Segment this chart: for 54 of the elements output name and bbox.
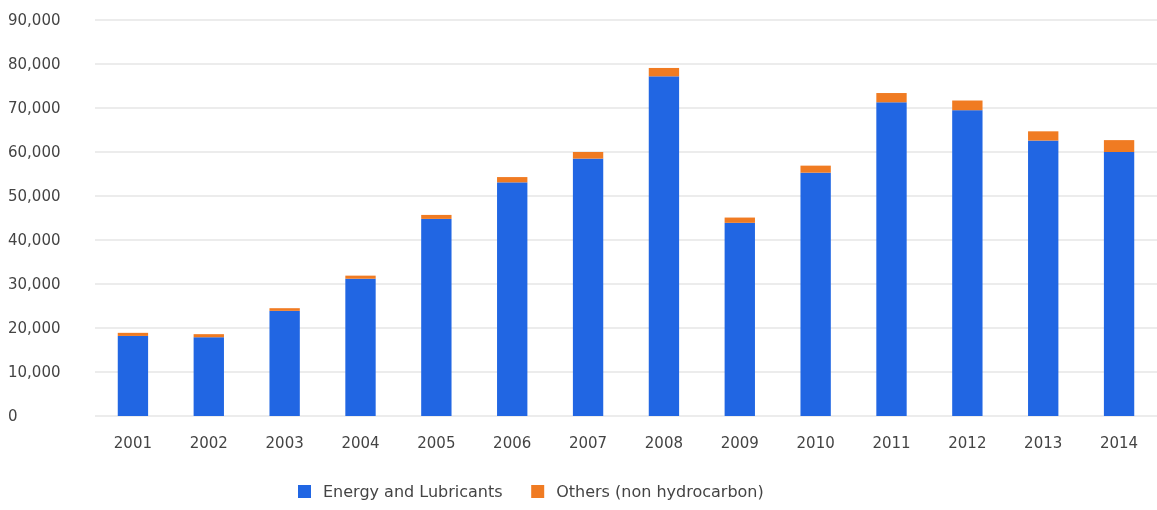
bar [421,218,452,416]
y-tick-label: 30,000 [8,275,61,294]
bar [572,158,604,416]
bar [876,102,907,416]
bar [800,172,831,416]
bar [193,337,224,416]
bar [269,310,300,416]
bar [572,152,604,159]
y-tick-label: 70,000 [8,99,61,118]
bar [497,182,528,416]
bar [269,308,300,311]
x-tick-label: 2010 [796,434,835,452]
legend-label: Others (non hydrocarbon) [556,482,764,501]
bar [648,67,680,77]
y-tick-label: 60,000 [8,143,61,162]
legend-label: Energy and Lubricants [323,482,503,501]
y-tick-label: 50,000 [8,187,61,206]
bar [648,76,680,416]
bar [345,275,376,279]
x-tick-label: 2011 [872,434,911,452]
x-tick-label: 2013 [1024,434,1063,452]
y-tick-label: 90,000 [8,11,61,30]
x-tick-label: 2012 [948,434,987,452]
bar [876,93,907,103]
x-tick-label: 2001 [113,434,153,452]
bar [1103,152,1135,416]
bar [952,110,983,416]
x-tick-label: 2014 [1099,434,1139,452]
y-tick-label: 0 [8,407,18,426]
bar [800,165,831,173]
bar [724,222,755,416]
x-tick-label: 2007 [568,434,608,452]
bar [117,332,149,336]
bar [497,177,528,183]
bar [193,334,224,338]
x-tick-label: 2002 [189,434,228,452]
y-tick-label: 80,000 [8,55,61,74]
bar [421,214,452,219]
x-tick-label: 2004 [341,434,380,452]
bar [1103,140,1135,152]
bar [1028,131,1059,141]
bar [345,278,376,416]
bar [1028,140,1059,416]
x-tick-label: 2006 [493,434,532,452]
bar [724,217,755,223]
y-tick-label: 20,000 [8,319,61,338]
x-tick-label: 2008 [644,434,684,452]
y-tick-label: 40,000 [8,231,61,250]
x-tick-label: 2005 [417,434,456,452]
x-tick-label: 2003 [265,434,304,452]
bar [117,335,149,416]
y-tick-label: 10,000 [8,363,61,382]
bar [952,100,983,111]
x-tick-label: 2009 [720,434,759,452]
